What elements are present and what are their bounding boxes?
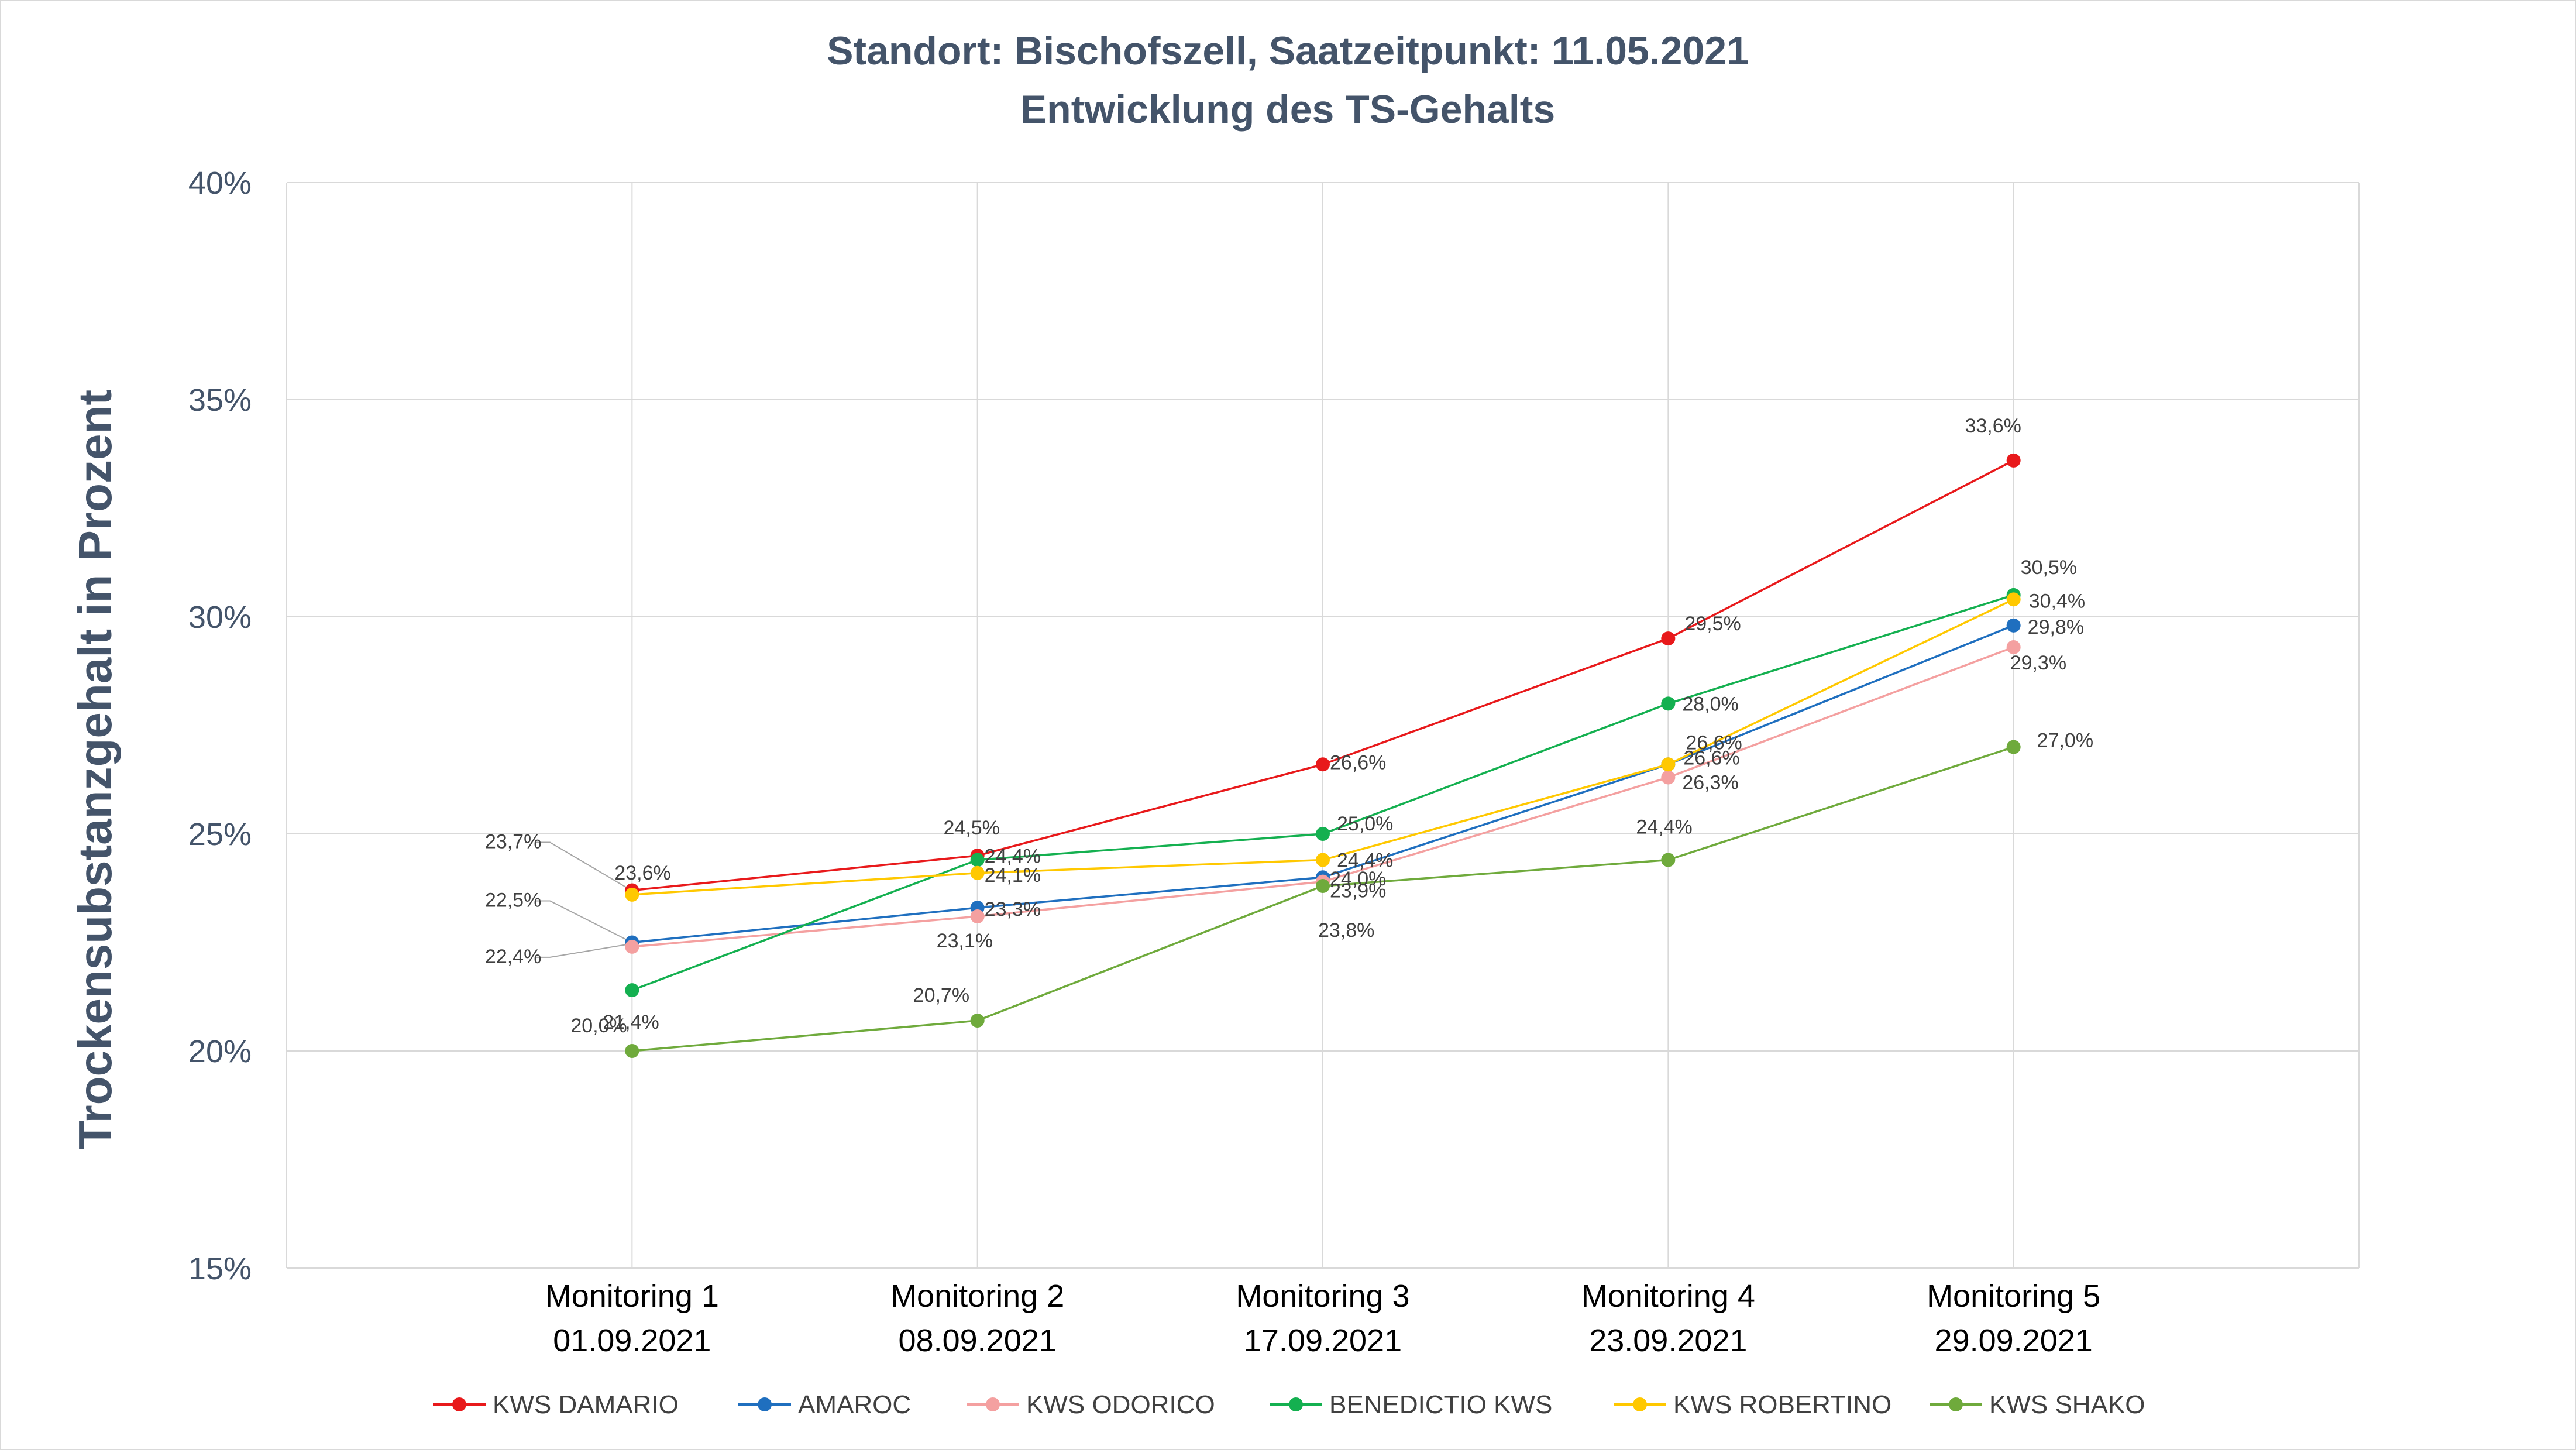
- data-label: 20,7%: [913, 984, 969, 1007]
- data-label: 29,8%: [2028, 616, 2084, 638]
- x-tick-date: 17.09.2021: [1244, 1323, 1402, 1358]
- label-leader-line: [535, 900, 628, 941]
- data-point: [625, 887, 639, 902]
- y-tick-label: 40%: [188, 166, 252, 201]
- legend-marker: [452, 1397, 466, 1411]
- legend-marker: [758, 1397, 772, 1411]
- chart-subtitle: Entwicklung des TS-Gehalts: [1020, 87, 1555, 132]
- y-axis-label: Trockensubstanzgehalt in Prozent: [69, 390, 121, 1149]
- data-point: [970, 853, 985, 867]
- data-label: 26,6%: [1683, 747, 1739, 769]
- series-lines: [625, 453, 2021, 1058]
- data-label: 22,5%: [485, 889, 541, 912]
- data-label: 30,4%: [2029, 590, 2085, 612]
- legend-marker: [986, 1397, 1000, 1411]
- legend-marker: [1289, 1397, 1303, 1411]
- data-point: [2006, 740, 2021, 754]
- data-point: [1661, 770, 1676, 785]
- data-labels: 23,7% 24,5% 26,6% 29,5% 33,6% 22,5% 23,3% 24,0%…: [485, 415, 2093, 1037]
- data-label: 21,4%: [603, 1011, 659, 1033]
- data-label: 23,8%: [1318, 919, 1374, 942]
- axes: 15% 20% 25% 30% 35% 40% Monitoring 1 01.09.2021…: [188, 166, 2100, 1358]
- x-tick-label: Monitoring 3: [1236, 1279, 1409, 1314]
- y-tick-label: 30%: [188, 600, 252, 635]
- data-label: 24,1%: [985, 864, 1041, 887]
- data-label: 23,9%: [1330, 880, 1386, 902]
- data-label: 22,4%: [485, 946, 541, 968]
- legend-marker: [1633, 1397, 1647, 1411]
- legend-label: KWS ODORICO: [1026, 1390, 1215, 1419]
- data-label: 30,5%: [2021, 557, 2077, 579]
- x-tick-date: 29.09.2021: [1935, 1323, 2093, 1358]
- data-label: 28,0%: [1682, 693, 1738, 715]
- data-label: 29,3%: [2010, 652, 2066, 674]
- data-label: 23,1%: [937, 930, 993, 952]
- y-tick-label: 25%: [188, 817, 252, 852]
- data-label: 23,6%: [614, 862, 670, 884]
- data-point: [1661, 757, 1676, 772]
- data-label: 24,4%: [985, 846, 1041, 868]
- y-tick-label: 15%: [188, 1251, 252, 1286]
- data-point: [625, 983, 639, 998]
- legend-label: AMAROC: [798, 1390, 911, 1419]
- data-label: 33,6%: [1965, 415, 2021, 437]
- x-tick-label: Monitoring 2: [890, 1279, 1064, 1314]
- chart-title: Standort: Bischofszell, Saatzeitpunkt: 1…: [827, 29, 1749, 73]
- data-label: 23,7%: [485, 830, 541, 853]
- data-point: [625, 939, 639, 954]
- data-label: 24,4%: [1337, 850, 1393, 872]
- data-point: [2006, 453, 2021, 468]
- legend-label: KWS ROBERTINO: [1673, 1390, 1891, 1419]
- data-point: [1316, 879, 1330, 894]
- data-point: [625, 1044, 639, 1058]
- data-label: 29,5%: [1684, 613, 1741, 635]
- data-point: [2006, 592, 2021, 607]
- data-label: 25,0%: [1337, 813, 1393, 835]
- data-point: [970, 909, 985, 923]
- x-tick-label: Monitoring 1: [545, 1279, 719, 1314]
- data-point: [2006, 640, 2021, 654]
- leader-lines: [535, 841, 628, 958]
- data-label: 26,6%: [1330, 751, 1386, 774]
- legend-label: KWS DAMARIO: [493, 1390, 679, 1419]
- data-point: [970, 865, 985, 880]
- data-label: 27,0%: [2037, 730, 2093, 752]
- legend-label: BENEDICTIO KWS: [1329, 1390, 1552, 1419]
- data-point: [1316, 853, 1330, 867]
- y-tick-label: 35%: [188, 383, 252, 418]
- x-tick-date: 08.09.2021: [899, 1323, 1057, 1358]
- data-label: 26,6%: [1686, 731, 1742, 754]
- label-leader-line: [535, 943, 628, 958]
- data-point: [1661, 853, 1676, 867]
- x-tick-label: Monitoring 4: [1581, 1279, 1755, 1314]
- legend-label: KWS SHAKO: [1989, 1390, 2145, 1419]
- data-point: [1316, 757, 1330, 772]
- data-point: [1316, 827, 1330, 841]
- data-point: [1661, 631, 1676, 646]
- data-label: 24,5%: [943, 817, 999, 839]
- x-tick-date: 23.09.2021: [1589, 1323, 1747, 1358]
- data-point: [1661, 696, 1676, 711]
- data-point: [2006, 618, 2021, 633]
- x-tick-date: 01.09.2021: [553, 1323, 711, 1358]
- y-tick-label: 20%: [188, 1034, 252, 1069]
- legend-marker: [1949, 1397, 1963, 1411]
- x-tick-label: Monitoring 5: [1927, 1279, 2100, 1314]
- data-point: [970, 1014, 985, 1028]
- data-label: 23,3%: [985, 898, 1041, 920]
- legend: KWS DAMARIO AMAROC KWS ODORICO BENEDICTIO K…: [433, 1390, 2145, 1419]
- data-label: 20,0%: [570, 1015, 627, 1037]
- data-label: 24,4%: [1636, 816, 1692, 839]
- data-label: 26,3%: [1682, 772, 1738, 794]
- label-leader-line: [535, 841, 628, 889]
- data-label: 24,0%: [1330, 868, 1386, 890]
